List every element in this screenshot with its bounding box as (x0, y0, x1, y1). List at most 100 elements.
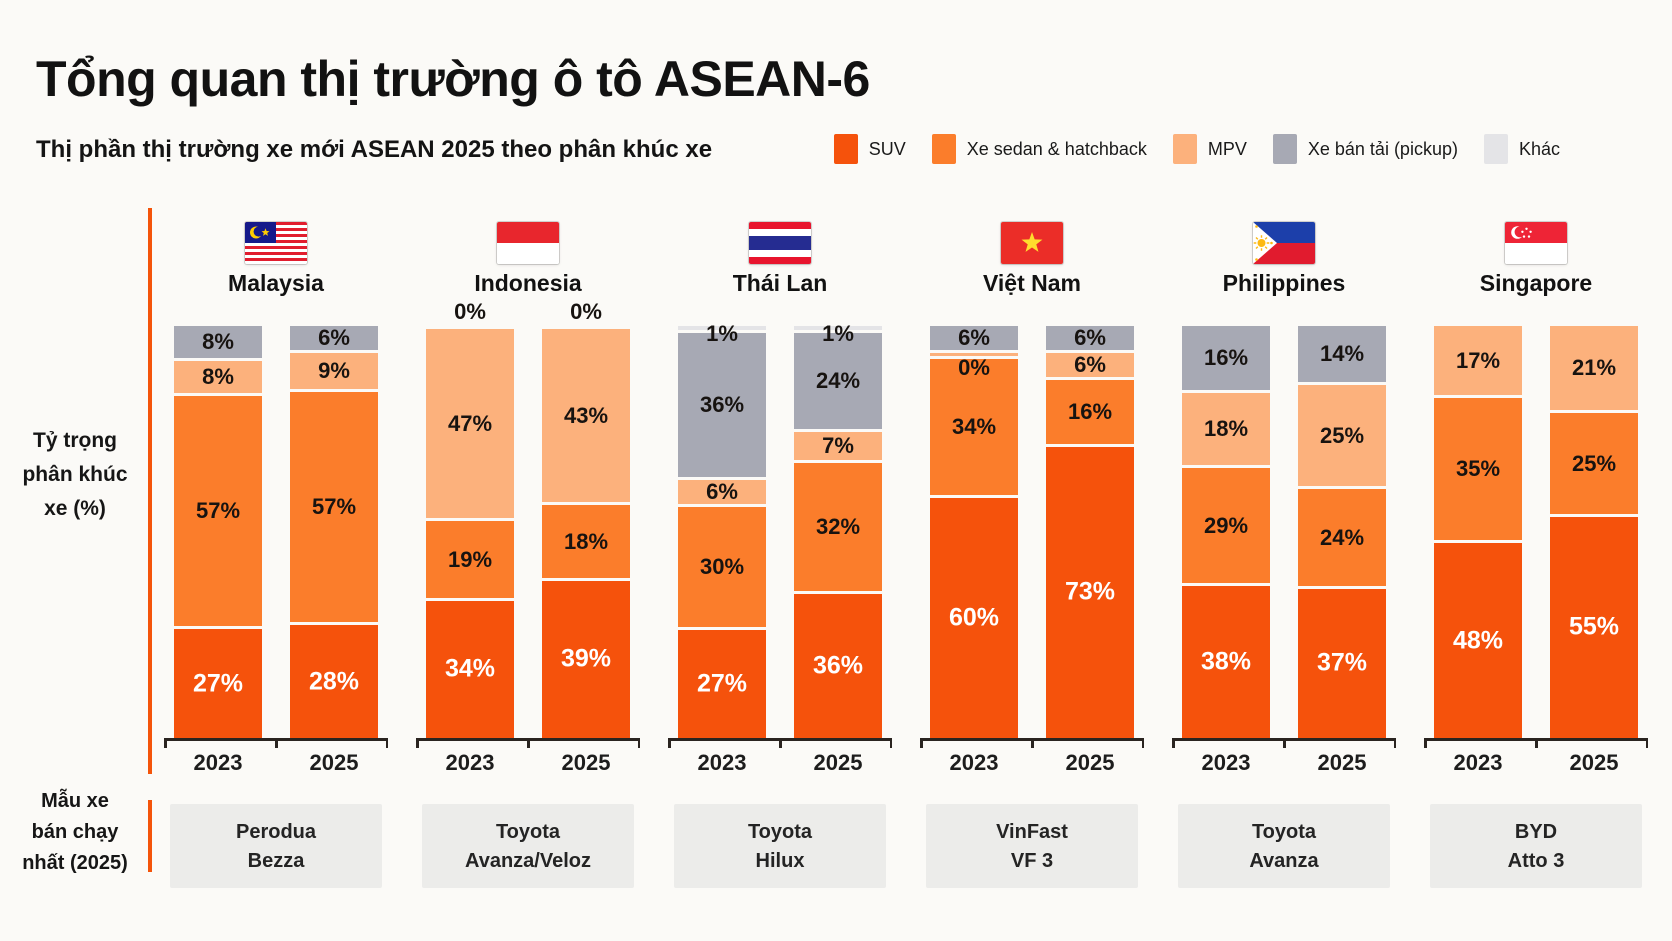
segment-value-label: 25% (1571, 450, 1617, 476)
segment-value-label: 1% (822, 321, 854, 346)
axis-tick (920, 740, 923, 748)
segment-value-label: 36% (812, 651, 864, 680)
legend: SUV Xe sedan & hatchback MPV Xe bán tải (pi… (833, 134, 1560, 164)
segment-value-label: 28% (308, 667, 360, 696)
flag-row (245, 222, 307, 264)
year-label-2025: 2025 (309, 750, 359, 775)
bar-segment-xe-sedan-hatchback: 16% (1046, 379, 1134, 444)
indonesia-flag-icon (497, 222, 559, 264)
segment-value-label: 6% (318, 325, 350, 351)
bar-segment-xe-ban-tai-pickup: 8% (174, 326, 262, 359)
segment-value-label: 48% (1452, 626, 1504, 655)
segment-value-label: 29% (1203, 512, 1249, 538)
bar-singapore-2023: 17% 35% 48% (1434, 326, 1522, 738)
legend-item-khac: Khác (1483, 134, 1560, 164)
bar-philippines-2023: 16% 18% 29% 38% (1182, 326, 1270, 739)
segment-value-label: 14% (1319, 341, 1365, 367)
country-column-singapore: Singapore 17% 35% 48% 21% 25% 55% 2023 2025 BYD At… (1410, 200, 1662, 888)
segment-value-label: 0% (958, 355, 990, 380)
top-model-box-philippines: Toyota Avanza (1178, 804, 1390, 888)
axis-tick (1031, 740, 1034, 748)
axis-tick (385, 740, 388, 748)
row-label-segment-share: Tỷ trọng phân khúc xe (%) (22, 429, 128, 521)
legend-item-mpv: MPV (1172, 134, 1247, 164)
bar-thai-lan-2025: 1% 24% 7% 32% 36% (794, 323, 882, 738)
top-model-name: Hilux (755, 849, 805, 872)
bar-segment-mpv: 7% (794, 432, 882, 460)
segment-value-label: 19% (447, 546, 493, 572)
bar-indonesia-2023: 0% 47% 19% 34% (426, 301, 514, 738)
singapore-flag-icon (1505, 222, 1567, 264)
chart-columns: Malaysia 8% 8% 57% 27% 6% 9% 57% 28% 2023 2025 Pero… (150, 200, 1662, 888)
bar-segment-suv: 27% (174, 629, 262, 738)
country-column-philippines: Philippines 16% 18% 29% 38% 14% 25% 24% 37% 2023 2… (1158, 200, 1410, 888)
bar-segment-suv: 55% (1550, 516, 1638, 739)
axis-tick (1141, 740, 1144, 748)
segment-value-label: 24% (815, 368, 861, 393)
top-model-name: Avanza/Veloz (465, 849, 591, 872)
legend-swatch-xe-sedan-hatchback-icon (931, 134, 956, 164)
bars-row: 17% 35% 48% 21% 25% 55% (1434, 326, 1638, 739)
bar-segment-suv: 34% (426, 600, 514, 738)
segment-value-label: 57% (311, 494, 357, 520)
axis-tick (1283, 740, 1286, 748)
segment-value-label: 6% (1074, 351, 1106, 377)
year-label-2023: 2023 (445, 750, 495, 775)
top-model-box-indonesia: Toyota Avanza/Veloz (422, 804, 634, 888)
segment-value-label: 16% (1067, 398, 1113, 424)
x-axis-line (164, 738, 388, 748)
bar-segment-xe-sedan-hatchback: 18% (542, 505, 630, 578)
axis-tick (416, 740, 419, 748)
bar-viet-nam-2025: 6% 6% 16% 73% (1046, 326, 1134, 738)
year-label-2023: 2023 (1201, 750, 1251, 775)
legend-item-suv: SUV (833, 134, 906, 164)
segment-value-label: 9% (318, 358, 350, 384)
segment-value-label: 1% (706, 321, 738, 346)
thai-lan-flag-icon (749, 222, 811, 264)
axis-tick (1393, 740, 1396, 748)
bar-segment-mpv: 0% (930, 353, 1018, 379)
bar-segment-suv: 27% (678, 630, 766, 738)
bar-segment-mpv: 8% (174, 361, 262, 394)
axis-tick (779, 740, 782, 748)
years-row: 2023 2025 (678, 750, 882, 776)
top-model-box-malaysia: Perodua Bezza (170, 804, 382, 888)
axis-tick (637, 740, 640, 748)
bar-segment-mpv: 6% (1046, 352, 1134, 377)
segment-value-label: 17% (1455, 347, 1501, 373)
top-model-name: Atto 3 (1507, 849, 1565, 872)
axis-tick (889, 740, 892, 748)
page-title: Tổng quan thị trường ô tô ASEAN-6 (36, 51, 870, 107)
segment-value-label: 43% (563, 402, 609, 428)
bar-segment-xe-ban-tai-pickup: 36% (678, 333, 766, 477)
country-name: Thái Lan (732, 270, 828, 296)
top-model-name: Toyota (1251, 820, 1317, 843)
bar-segment-mpv: 6% (678, 480, 766, 504)
bar-segment-xe-ban-tai-pickup: 16% (1182, 326, 1270, 390)
years-row: 2023 2025 (174, 750, 378, 776)
legend-label: Khác (1518, 138, 1560, 159)
axis-tick (1645, 740, 1648, 748)
bar-segment-xe-sedan-hatchback: 29% (1182, 467, 1270, 584)
segment-value-label: 0% (570, 299, 602, 324)
bar-segment-mpv: 17% (1434, 326, 1522, 396)
flag-row (1001, 222, 1063, 264)
segment-value-label: 0% (454, 299, 486, 324)
legend-swatch-mpv-icon (1172, 134, 1197, 164)
bar-segment-mpv: 47% (426, 329, 514, 519)
flag-row (497, 222, 559, 264)
country-name: Việt Nam (982, 270, 1081, 296)
page-subtitle: Thị phần thị trường xe mới ASEAN 2025 th… (36, 136, 713, 163)
year-label-2025: 2025 (1317, 750, 1367, 775)
bar-malaysia-2023: 8% 8% 57% 27% (174, 326, 262, 738)
bar-segment-suv: 37% (1298, 588, 1386, 738)
bar-segment-khac: 1% (794, 323, 882, 345)
segment-value-label: 27% (696, 669, 748, 698)
country-column-thai-lan: Thái Lan 1% 36% 6% 30% 27% 1% 24% 7% 32% 36% 2023 20… (654, 200, 906, 888)
bar-segment-suv: 36% (794, 594, 882, 738)
segment-value-label: 8% (202, 364, 234, 390)
bars-row: 1% 36% 6% 30% 27% 1% 24% 7% 32% 36% (678, 323, 882, 738)
top-model-name: BYD (1514, 820, 1558, 843)
bar-segment-xe-sedan-hatchback: 25% (1550, 413, 1638, 514)
top-model-box-thai-lan: Toyota Hilux (674, 804, 886, 888)
